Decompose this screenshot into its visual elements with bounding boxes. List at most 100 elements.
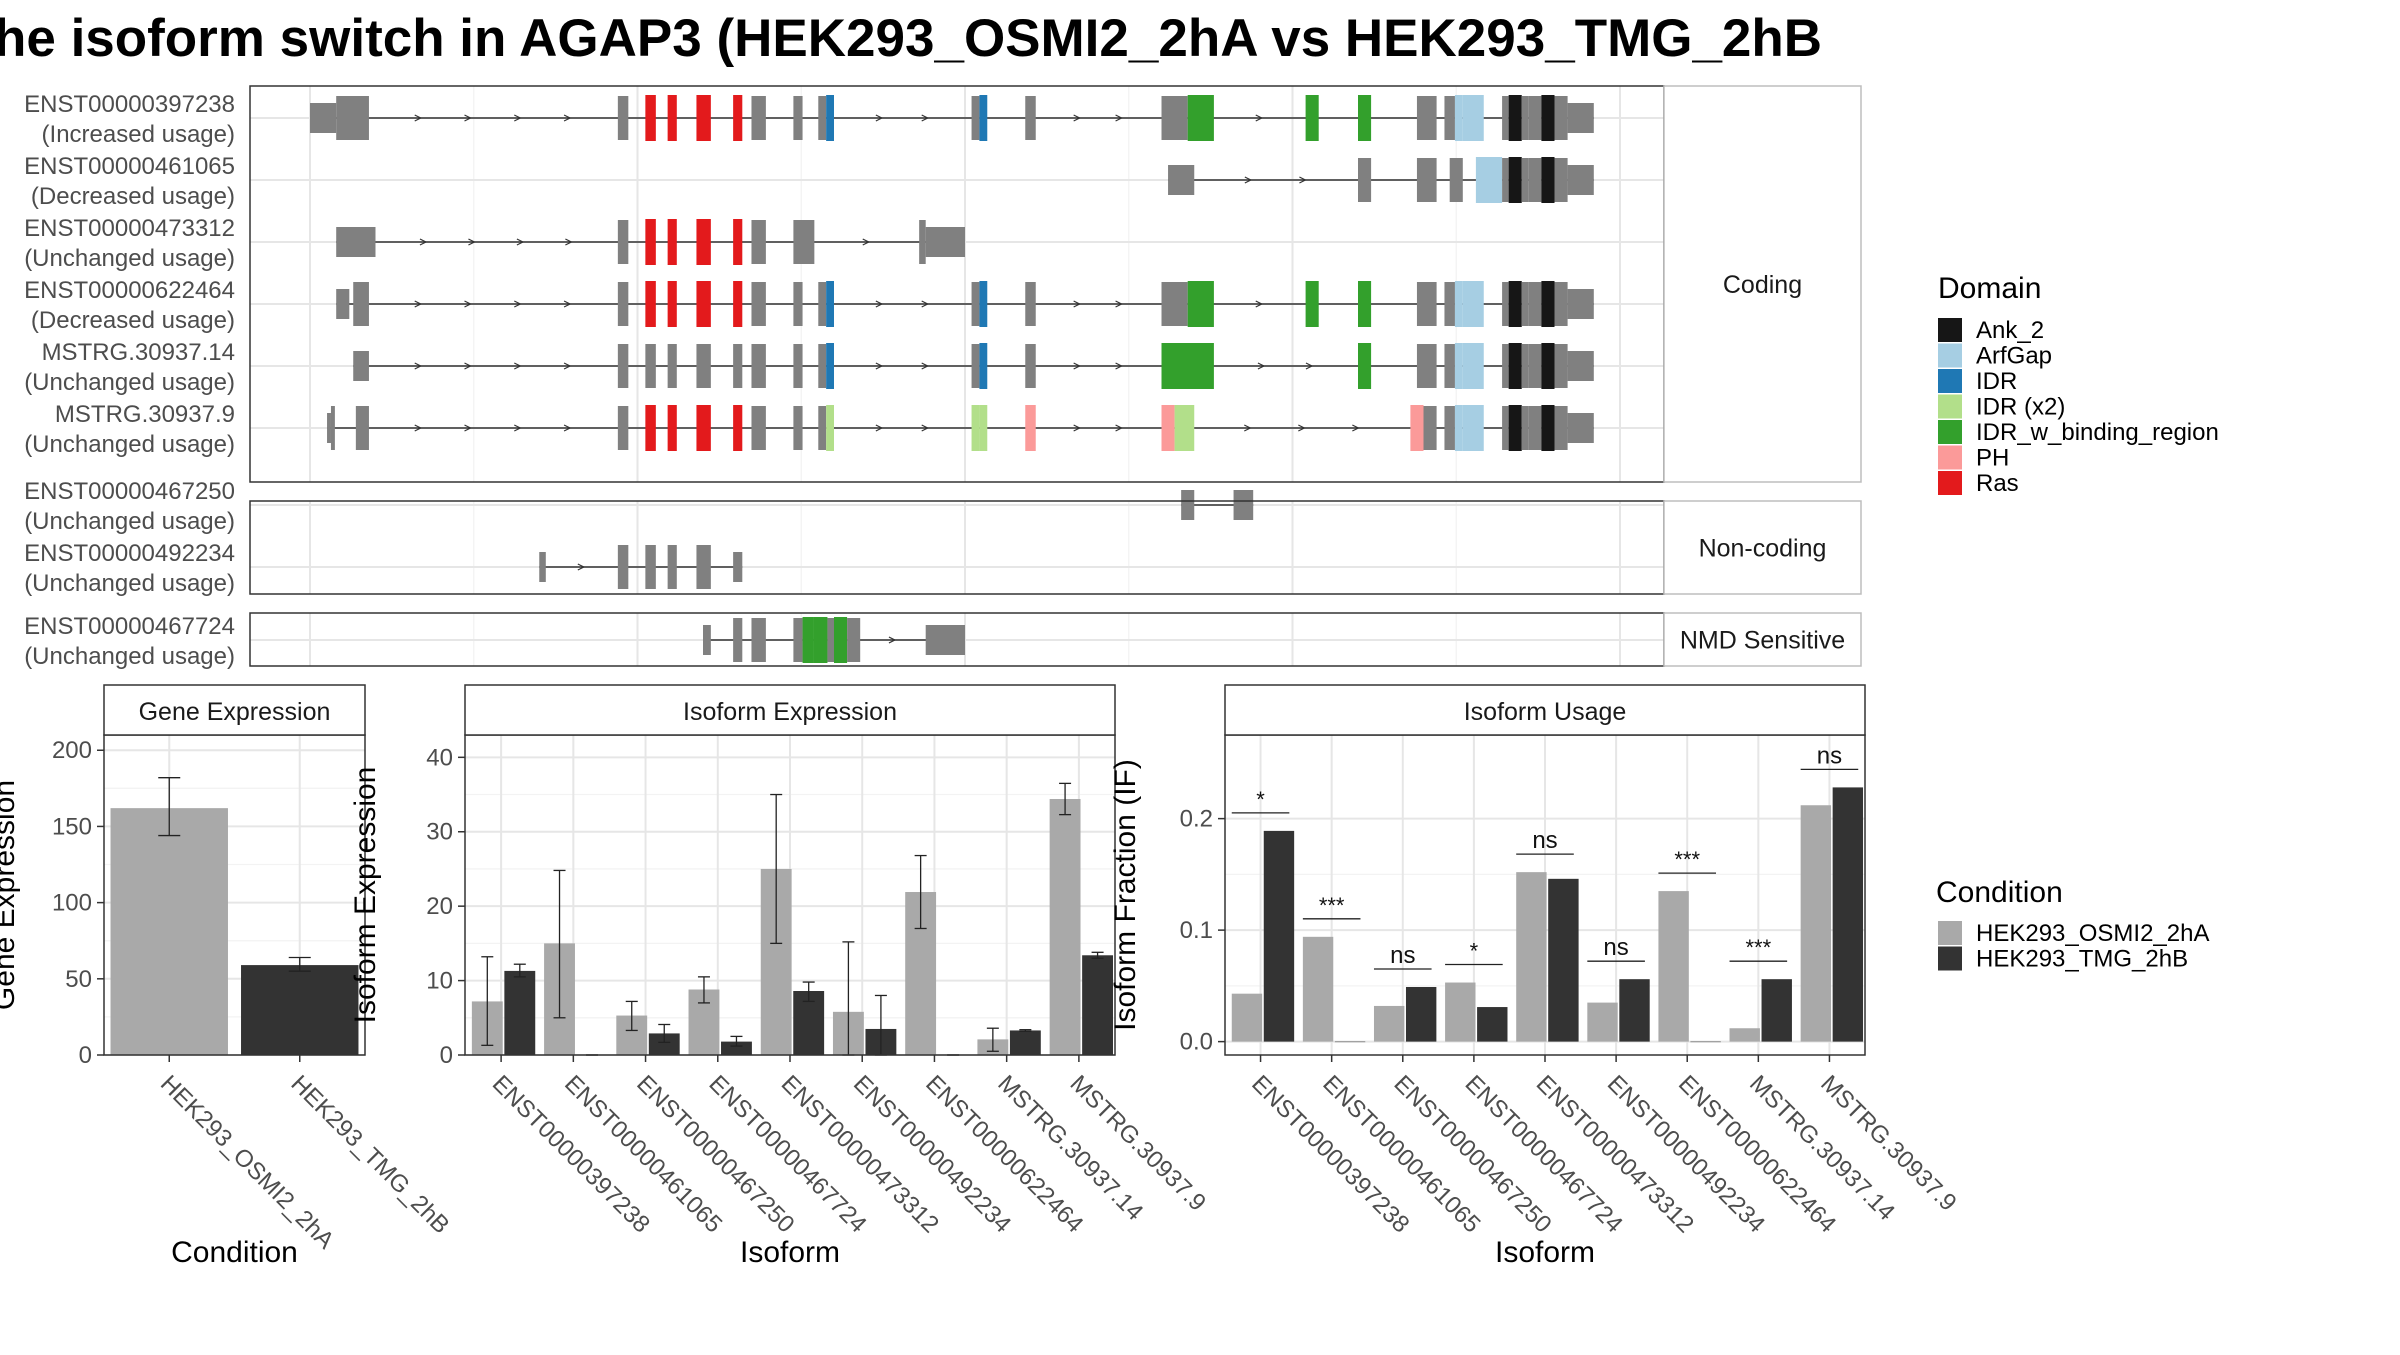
intron-arrow xyxy=(888,636,897,644)
exon xyxy=(1554,406,1568,450)
transcript-id-label: ENST00000473312 xyxy=(24,215,235,242)
exon xyxy=(645,95,656,141)
exon xyxy=(1462,95,1484,141)
exon xyxy=(1528,406,1542,450)
exon xyxy=(1161,96,1188,140)
bar xyxy=(1477,1007,1508,1042)
bar xyxy=(1619,979,1650,1042)
bar xyxy=(1405,986,1437,1042)
exon xyxy=(1502,282,1509,326)
intron-arrow xyxy=(514,362,522,370)
legend-swatch xyxy=(1938,471,1962,495)
exon xyxy=(1423,406,1437,450)
transcript-structure-panel: Coding ENST00000397238 (Increased usage) EN… xyxy=(24,85,1862,670)
exon xyxy=(1454,343,1463,389)
exon xyxy=(793,406,803,450)
exon xyxy=(667,405,677,451)
exon xyxy=(733,95,743,141)
exon xyxy=(818,344,827,388)
exon xyxy=(751,344,766,388)
exon xyxy=(818,282,827,326)
intron-arrow xyxy=(563,114,572,122)
intron-arrow xyxy=(1255,114,1264,122)
panel-strip xyxy=(103,684,366,736)
exon xyxy=(617,220,629,264)
intron-arrow xyxy=(1305,362,1314,370)
legend-swatch xyxy=(1938,445,1962,470)
x-axis-title: Condition xyxy=(171,1236,298,1269)
exon xyxy=(1567,413,1594,443)
exon xyxy=(1444,96,1455,140)
bar xyxy=(1009,1030,1041,1055)
bar xyxy=(504,970,536,1055)
transcript-usage-label: (Unchanged usage) xyxy=(24,643,235,670)
exon xyxy=(1174,405,1195,451)
intron-arrow xyxy=(862,238,871,246)
bar xyxy=(1548,878,1579,1042)
intron-arrow xyxy=(563,300,572,308)
exon xyxy=(617,282,629,326)
exon xyxy=(645,405,656,451)
facet-strip-label: Non-coding xyxy=(1699,535,1827,563)
panel-strip xyxy=(464,684,1116,736)
bar xyxy=(1800,805,1832,1042)
exon xyxy=(834,617,848,663)
significance-label: * xyxy=(1470,939,1479,964)
facet-strip xyxy=(1663,500,1862,595)
legend-label: IDR xyxy=(1976,368,2017,395)
exon xyxy=(1567,289,1594,319)
exon xyxy=(1541,343,1555,389)
chart-panel-0: Gene Expression050100150200HEK293_OSMI2_… xyxy=(0,684,455,1269)
bar xyxy=(721,1041,752,1055)
exon xyxy=(733,219,743,265)
error-bar xyxy=(730,1035,743,1047)
legend-label: Ank_2 xyxy=(1976,317,2044,344)
exon xyxy=(353,282,369,326)
exon xyxy=(733,405,743,451)
error-bar xyxy=(802,981,815,1003)
significance-label: * xyxy=(1256,787,1265,812)
exon xyxy=(1025,96,1036,140)
exon xyxy=(1358,158,1372,202)
intron-arrow xyxy=(563,424,572,432)
transcript-row xyxy=(250,490,1664,520)
transcript-id-label: ENST00000467724 xyxy=(24,613,235,640)
y-tick-label: 200 xyxy=(52,737,92,764)
panel-title: Gene Expression xyxy=(139,698,331,726)
transcript-id-label: ENST00000461065 xyxy=(24,153,235,180)
transcript-id-label: MSTRG.30937.14 xyxy=(42,339,235,366)
intron-arrow xyxy=(464,424,472,432)
exon xyxy=(696,281,711,327)
figure-title: he isoform switch in AGAP3 (HEK293_OSMI2… xyxy=(0,9,1822,68)
transcript-id-label: ENST00000467250 xyxy=(24,478,235,505)
x-axis-title: Isoform xyxy=(740,1236,840,1269)
bar xyxy=(1761,979,1792,1042)
intron-arrow xyxy=(1073,424,1082,432)
exon xyxy=(696,545,711,589)
intron-arrow xyxy=(921,424,930,432)
exon xyxy=(1489,157,1503,203)
significance-label: *** xyxy=(1319,893,1345,918)
bar xyxy=(1049,799,1081,1055)
exon xyxy=(979,343,988,389)
exon xyxy=(751,220,766,264)
exon xyxy=(751,282,766,326)
exon xyxy=(1444,282,1455,326)
intron-arrow xyxy=(875,300,884,308)
exon xyxy=(1161,282,1188,326)
legend-swatch xyxy=(1938,946,1962,971)
exon xyxy=(1161,343,1214,389)
exon xyxy=(1025,344,1036,388)
exon xyxy=(802,617,814,663)
exon xyxy=(1181,490,1195,520)
intron-arrow xyxy=(464,362,472,370)
legend-title: Condition xyxy=(1936,876,2063,909)
intron-arrow xyxy=(1298,424,1306,432)
exon xyxy=(979,281,988,327)
y-tick-label: 40 xyxy=(426,744,453,771)
significance-label: ns xyxy=(1817,742,1842,769)
exon xyxy=(793,220,815,264)
exon xyxy=(645,281,656,327)
